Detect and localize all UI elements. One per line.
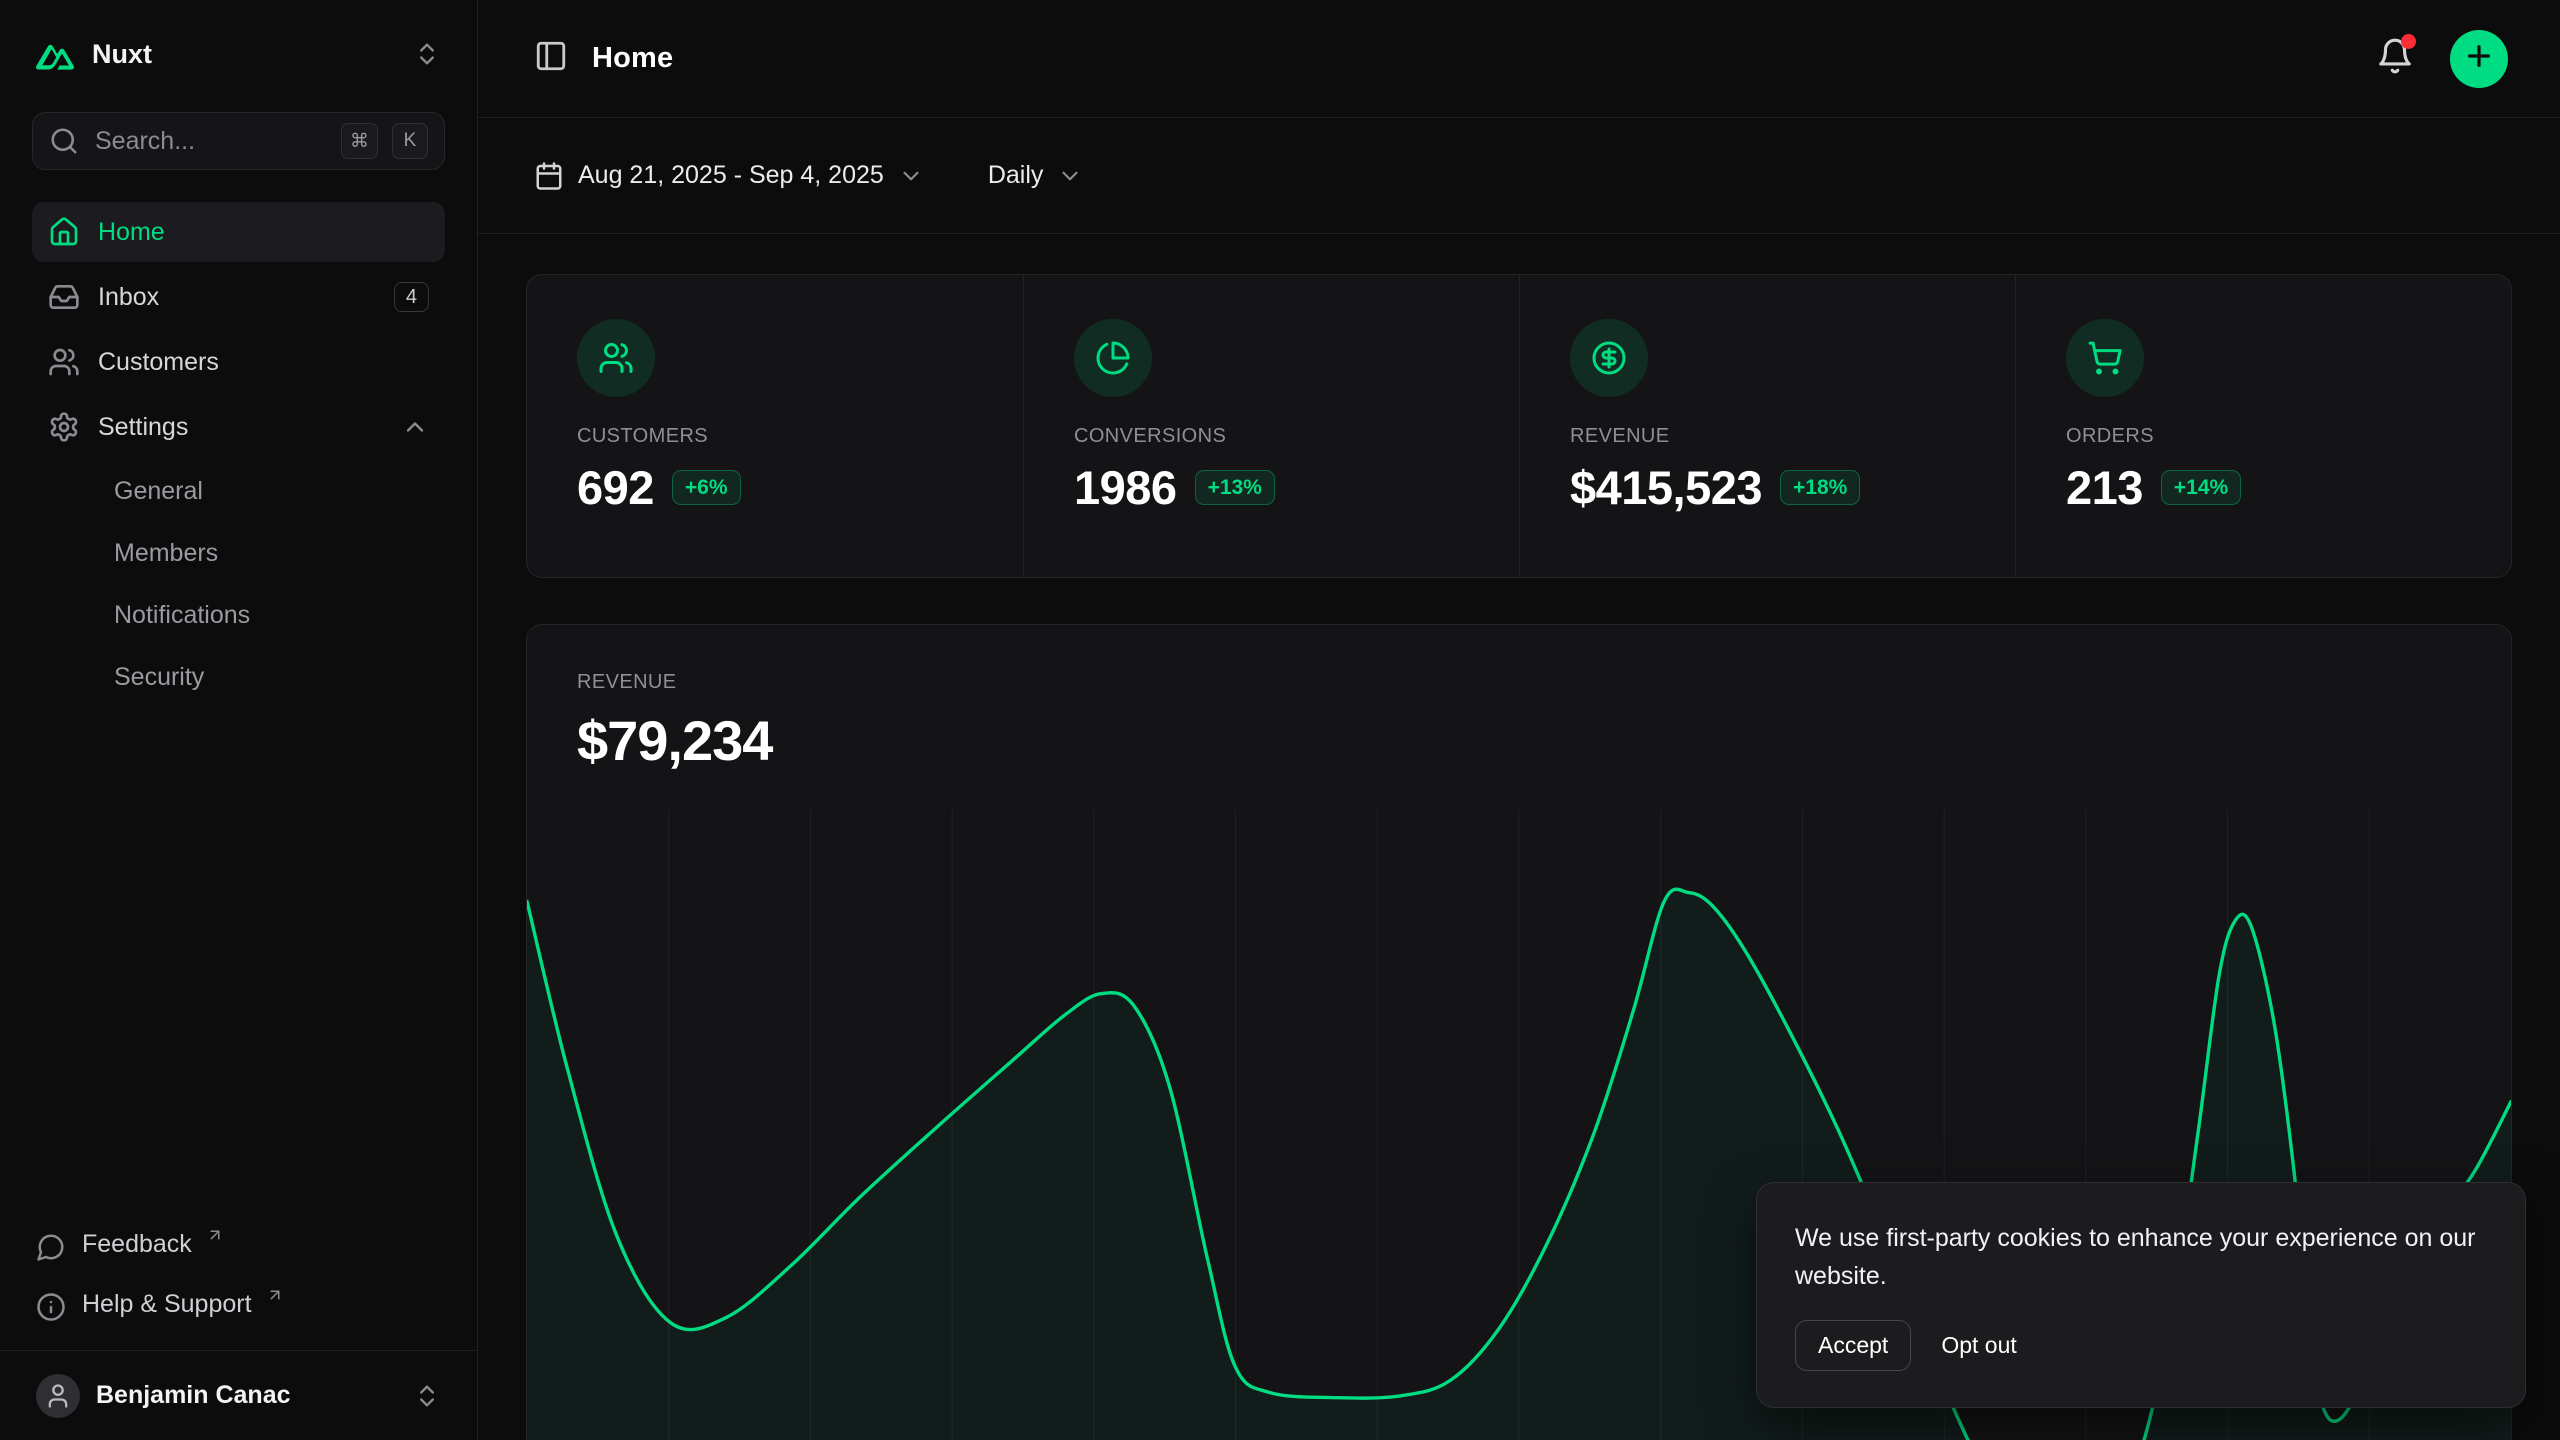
- period-select[interactable]: Daily: [988, 161, 1084, 190]
- nav-label: Members: [114, 538, 219, 567]
- nav-label: Home: [98, 217, 165, 246]
- footer-link-label: Feedback: [82, 1230, 192, 1258]
- period-label: Daily: [987, 161, 1044, 189]
- panel-left-icon: [534, 39, 568, 78]
- stat-value: 213: [2066, 461, 2143, 514]
- inbox-count-badge: 4: [393, 282, 429, 312]
- chevrons-up-down-icon: [413, 1382, 441, 1410]
- notifications-button[interactable]: [2376, 34, 2416, 80]
- stat-customers[interactable]: CUSTOMERS 692 +6%: [527, 275, 1023, 577]
- revenue-card-header: REVENUE $79,234: [527, 625, 2511, 773]
- delta-badge: +13%: [1194, 470, 1275, 505]
- pie-chart-icon: [1074, 319, 1152, 397]
- date-range-picker[interactable]: Aug 21, 2025 - Sep 4, 2025: [534, 161, 924, 191]
- nav-label: General: [114, 476, 203, 505]
- nav-label: Notifications: [114, 600, 251, 629]
- workspace-name: Nuxt: [92, 38, 152, 69]
- stat-value: $415,523: [1570, 461, 1763, 514]
- stat-label: ORDERS: [2066, 425, 2154, 447]
- workspace-switcher[interactable]: Nuxt: [32, 22, 445, 86]
- nav-label: Security: [114, 662, 205, 691]
- date-range-label: Aug 21, 2025 - Sep 4, 2025: [578, 161, 884, 189]
- nav-label: Inbox: [98, 282, 160, 311]
- cookie-actions: Accept Opt out: [1795, 1320, 2487, 1371]
- filter-toolbar: Aug 21, 2025 - Sep 4, 2025 Daily: [478, 118, 2560, 234]
- revenue-chart-svg: [527, 809, 2511, 1440]
- sidebar-item-members[interactable]: Members: [32, 524, 445, 582]
- chevron-down-icon: [898, 163, 924, 189]
- avatar: [36, 1373, 80, 1418]
- sidebar-footer: Feedback Help & Support: [32, 1218, 445, 1334]
- footer-link-label: Help & Support: [82, 1290, 252, 1318]
- inbox-icon: [48, 281, 80, 313]
- delta-badge: +18%: [1780, 470, 1861, 505]
- chevrons-up-down-icon: [413, 40, 441, 68]
- page-header: Home: [478, 0, 2560, 118]
- stat-value: 1986: [1074, 461, 1177, 514]
- sidebar-item-general[interactable]: General: [32, 462, 445, 520]
- message-circle-icon: [36, 1232, 66, 1262]
- sidebar-spacer: [0, 706, 477, 1218]
- nav-label: Settings: [98, 412, 189, 441]
- revenue-value: $79,234: [577, 709, 773, 772]
- add-button[interactable]: [2450, 29, 2508, 88]
- external-link-icon: [206, 1226, 224, 1244]
- search-icon: [49, 126, 79, 156]
- users-icon: [48, 346, 80, 378]
- sidebar-item-customers[interactable]: Customers: [32, 332, 445, 392]
- search-input[interactable]: [93, 125, 327, 157]
- nuxt-logo-icon: [36, 38, 74, 70]
- settings-subnav: General Members Notifications Security: [32, 462, 445, 706]
- kbd-cmd: ⌘: [341, 123, 378, 159]
- header-left: Home: [534, 39, 673, 78]
- accept-button[interactable]: Accept: [1795, 1320, 1912, 1371]
- sidebar-nav: Home Inbox 4 Customers Settings Ge: [32, 202, 445, 706]
- cookie-message: We use first-party cookies to enhance yo…: [1795, 1223, 2476, 1291]
- sidebar-item-notifications[interactable]: Notifications: [32, 586, 445, 644]
- page-title: Home: [592, 42, 674, 74]
- sidebar: Nuxt ⌘ K Home Inbox 4: [0, 0, 478, 1440]
- revenue-chart: [527, 809, 2511, 1440]
- search-box[interactable]: ⌘ K: [32, 112, 445, 170]
- stat-label: REVENUE: [1570, 425, 1670, 447]
- bell-icon: [2376, 37, 2414, 80]
- stat-revenue[interactable]: REVENUE $415,523 +18%: [1519, 275, 2015, 577]
- kbd-k: K: [392, 123, 428, 159]
- opt-out-button[interactable]: Opt out: [1941, 1321, 2016, 1370]
- nav-label: Customers: [98, 347, 219, 376]
- sidebar-item-inbox[interactable]: Inbox 4: [32, 267, 445, 327]
- stat-label: CUSTOMERS: [577, 425, 709, 447]
- notification-dot: [2401, 34, 2416, 49]
- external-link-icon: [266, 1286, 284, 1304]
- sidebar-item-security[interactable]: Security: [32, 648, 445, 706]
- sidebar-item-settings[interactable]: Settings: [32, 397, 445, 457]
- users-icon: [577, 319, 655, 397]
- header-right: [2376, 29, 2508, 88]
- stat-label: CONVERSIONS: [1074, 425, 1227, 447]
- chevron-down-icon: [1057, 163, 1083, 189]
- collapse-sidebar-button[interactable]: [534, 39, 568, 78]
- delta-badge: +14%: [2160, 470, 2242, 505]
- calendar-icon: [534, 161, 564, 191]
- cookie-banner: We use first-party cookies to enhance yo…: [1756, 1181, 2526, 1408]
- revenue-label: REVENUE: [577, 671, 677, 693]
- stat-conversions[interactable]: CONVERSIONS 1986 +13%: [1023, 275, 1519, 577]
- user-menu[interactable]: Benjamin Canac: [0, 1350, 477, 1440]
- info-circle-icon: [36, 1292, 66, 1322]
- delta-badge: +6%: [671, 470, 741, 505]
- sidebar-item-home[interactable]: Home: [32, 202, 445, 262]
- dollar-circle-icon: [1570, 319, 1648, 397]
- plus-icon: [2463, 40, 2495, 77]
- home-icon: [48, 216, 80, 248]
- chevron-up-icon: [401, 413, 429, 441]
- feedback-link[interactable]: Feedback: [32, 1218, 445, 1274]
- shopping-cart-icon: [2066, 319, 2144, 397]
- help-support-link[interactable]: Help & Support: [32, 1278, 445, 1334]
- gear-icon: [48, 411, 80, 443]
- stats-card: CUSTOMERS 692 +6% CONVERSIONS 1986 +13%: [526, 274, 2512, 578]
- stat-value: 692: [577, 461, 654, 514]
- stat-orders[interactable]: ORDERS 213 +14%: [2015, 275, 2511, 577]
- user-name: Benjamin Canac: [96, 1381, 291, 1409]
